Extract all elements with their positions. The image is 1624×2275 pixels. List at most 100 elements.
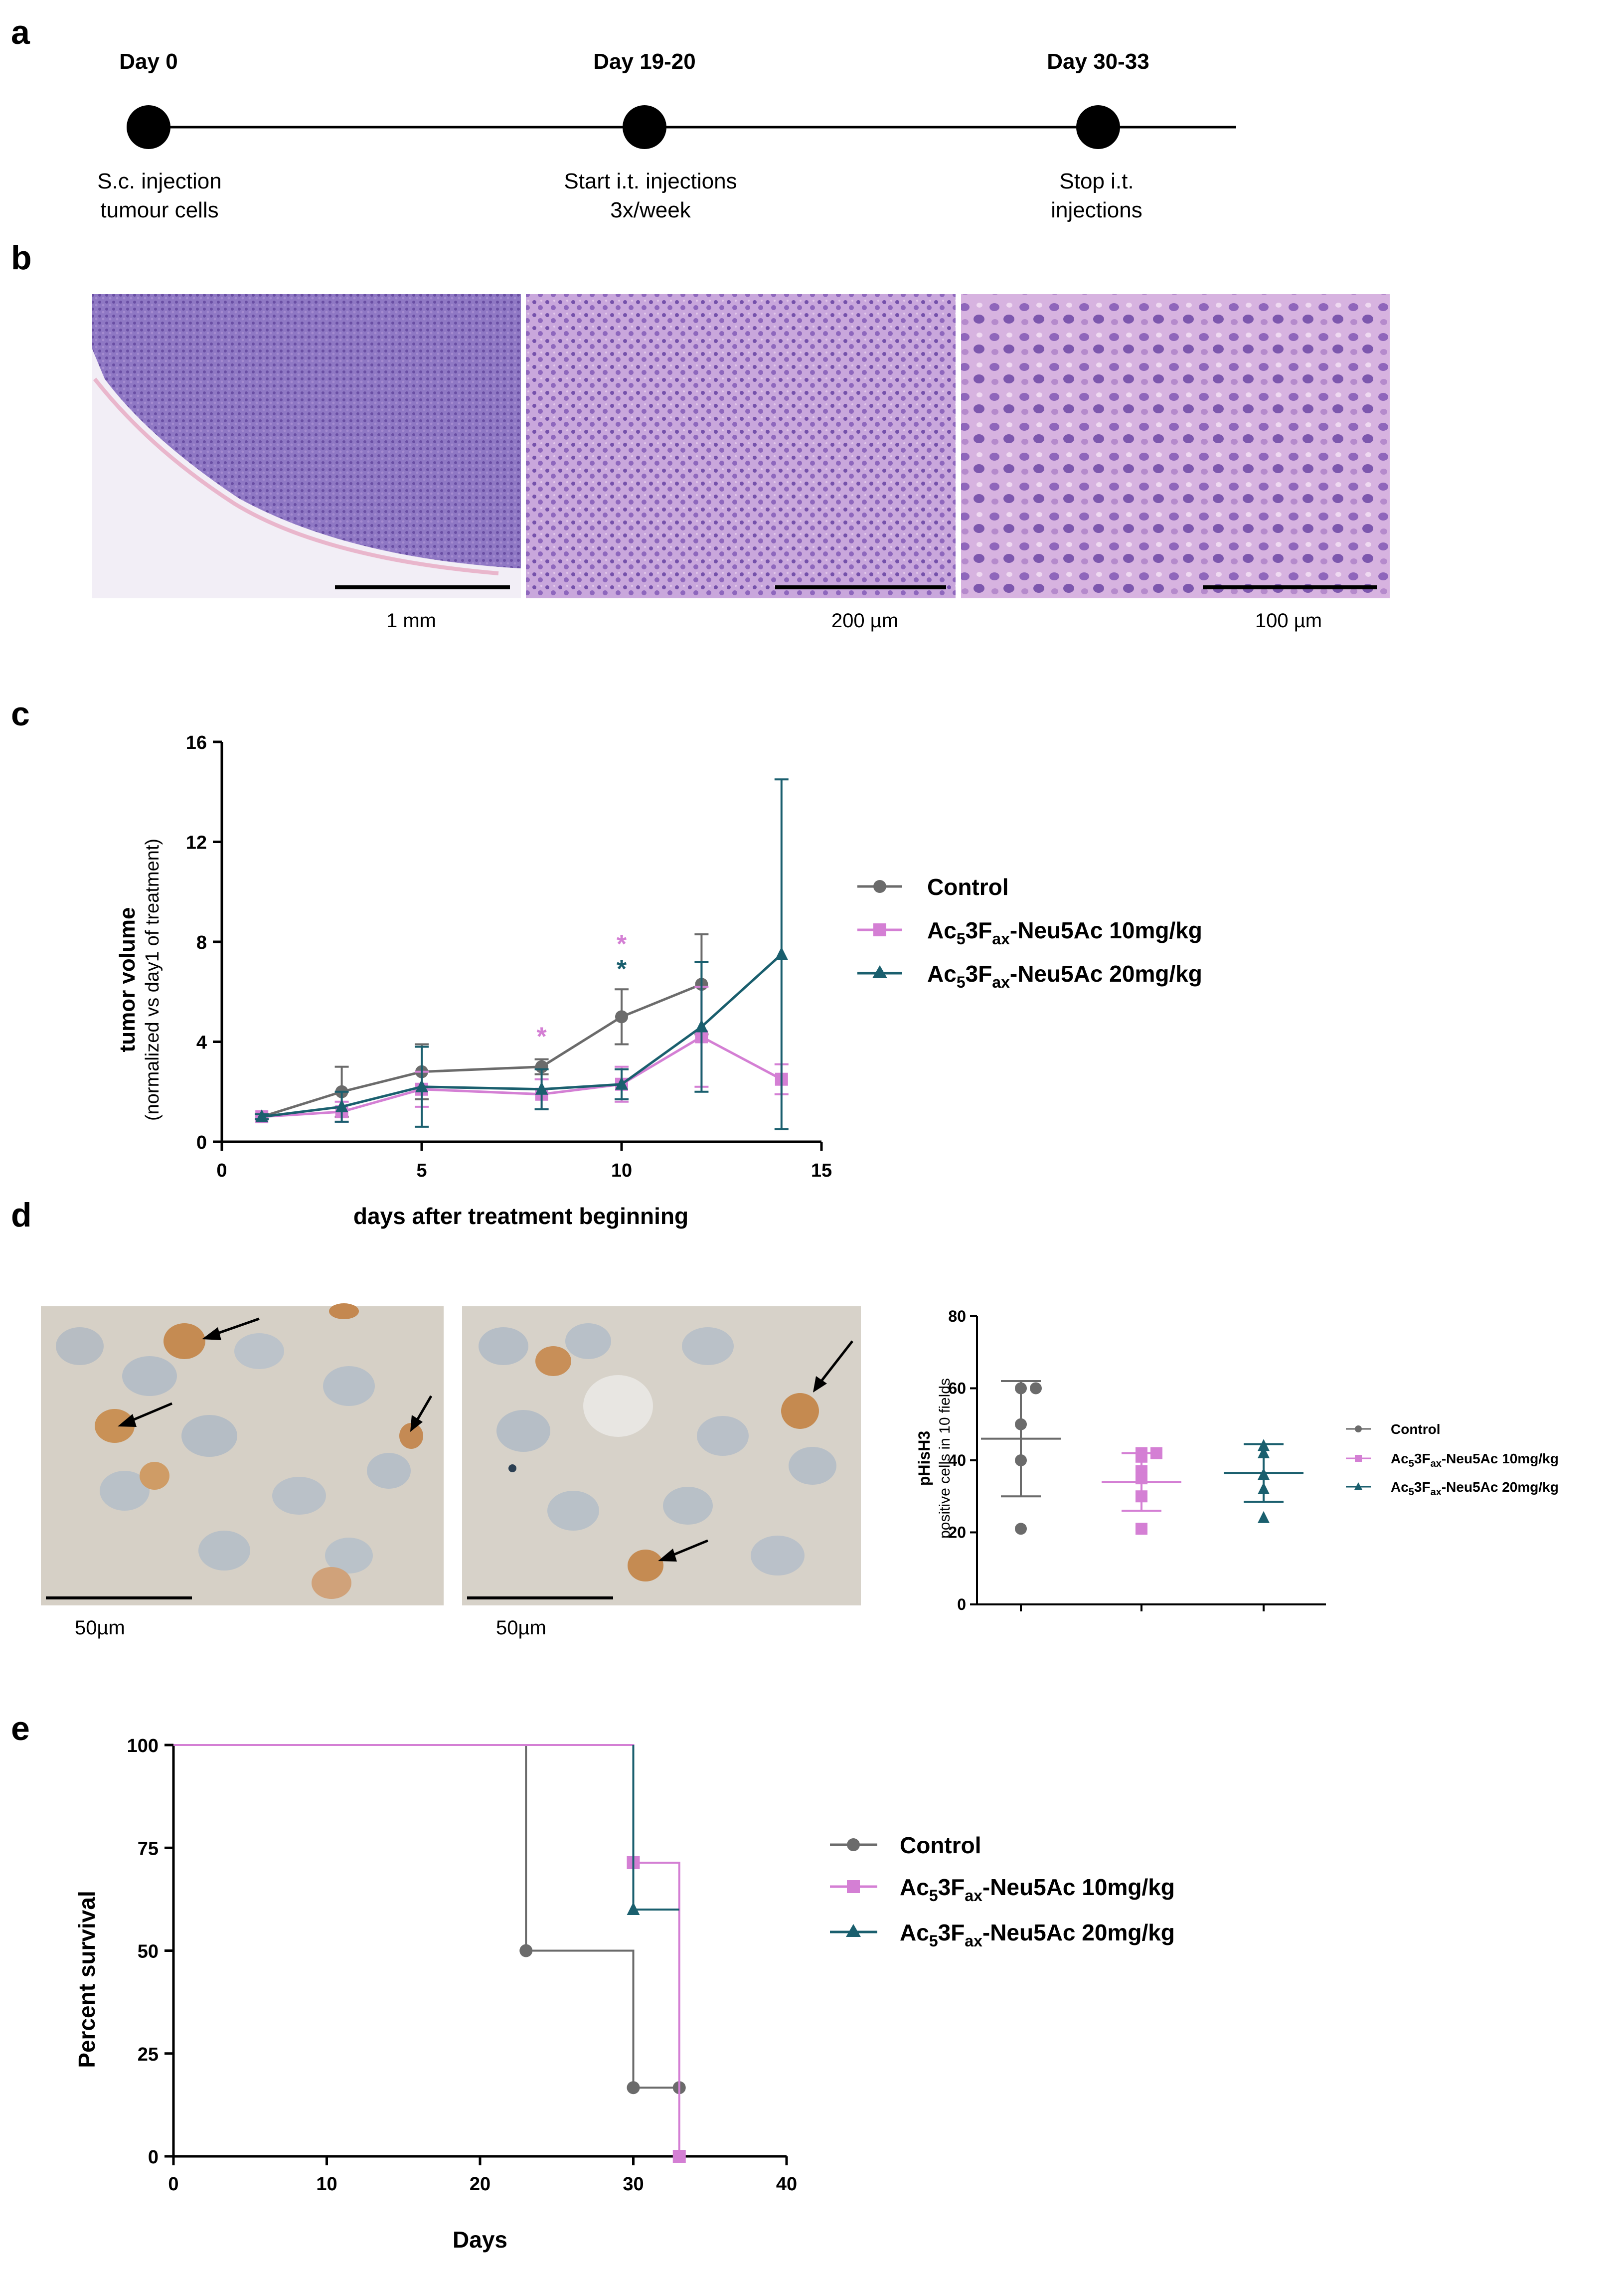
tick-label: 4 — [196, 1033, 207, 1053]
data-point — [1258, 1511, 1270, 1523]
data-point — [1136, 1490, 1147, 1503]
legend-10mg: Ac53Fax-Neu5Ac 10mg/kg — [830, 1874, 1175, 1905]
timeline-desc: 3x/week — [610, 198, 691, 222]
data-point — [1030, 1382, 1042, 1395]
data-point — [1136, 1450, 1147, 1463]
legend-label: Ac53Fax-Neu5Ac 10mg/kg — [900, 1874, 1175, 1905]
data-point — [1258, 1439, 1270, 1451]
data-point — [535, 1081, 548, 1095]
legend-label: Control — [1391, 1421, 1441, 1437]
scale-label: 50µm — [75, 1617, 125, 1639]
ihc-image-right — [462, 1306, 861, 1605]
arrow-head — [410, 1415, 423, 1432]
legend-label: Control — [900, 1832, 981, 1858]
tick-label: 8 — [196, 932, 207, 953]
data-point — [615, 1010, 628, 1024]
tick-label: 40 — [776, 2174, 797, 2195]
scale-label: 200 µm — [831, 610, 898, 632]
c-xlabel: days after treatment beginning — [353, 1203, 688, 1229]
tick-label: 10 — [316, 2174, 337, 2195]
tick-label: 30 — [623, 2174, 644, 2195]
legend-marker — [846, 1924, 861, 1937]
e-legend: Control Ac53Fax-Neu5Ac 10mg/kg Ac53Fax-N… — [830, 1832, 1175, 1950]
panel-letter-c: c — [11, 695, 30, 733]
legend-control: Control — [1346, 1421, 1441, 1437]
c-ylabel: tumor volume — [115, 907, 140, 1052]
data-point — [1150, 1447, 1162, 1459]
tick-label: 100 — [127, 1736, 159, 1756]
data-point — [1258, 1482, 1270, 1494]
significance-mark: * — [617, 930, 627, 959]
data-point — [1015, 1523, 1027, 1535]
data-point — [627, 2081, 640, 2095]
data-point — [627, 1902, 640, 1916]
e-ylabel: Percent survival — [74, 1891, 100, 2068]
c-ylabel2: (normalized vs day1 of treatment) — [142, 839, 163, 1121]
scale-label: 1 mm — [386, 610, 436, 632]
legend-control: Control — [857, 874, 1009, 900]
tick-label: 0 — [148, 2147, 159, 2168]
tick-label: 25 — [138, 2044, 159, 2065]
data-point — [615, 1076, 628, 1090]
phish3-chart: pHisH3 positive cells in 10 fields 0 20 40… — [915, 1307, 1326, 1613]
legend-control: Control — [830, 1832, 981, 1858]
data-point — [1136, 1472, 1147, 1485]
e-xlabel: Days — [453, 2227, 507, 2253]
timeline-desc: Stop i.t. — [1059, 169, 1134, 193]
ihc-image-left — [41, 1303, 444, 1605]
timeline-desc: tumour cells — [100, 198, 218, 222]
legend-label: Ac53Fax-Neu5Ac 10mg/kg — [1391, 1451, 1559, 1469]
tick-label: 75 — [138, 1838, 159, 1859]
legend-10mg: Ac53Fax-Neu5Ac 10mg/kg — [1346, 1451, 1559, 1469]
timeline: Day 0 Day 19-20 Day 30-33 S.c. injection… — [97, 49, 1236, 222]
legend-marker — [1355, 1425, 1362, 1432]
survival-curve — [173, 1744, 679, 2089]
tick-label: 10 — [611, 1160, 632, 1181]
legend-label: Ac53Fax-Neu5Ac 20mg/kg — [927, 961, 1202, 991]
legend-label: Ac53Fax-Neu5Ac 20mg/kg — [1391, 1479, 1559, 1498]
arrow-head — [202, 1327, 221, 1340]
legend-marker — [873, 880, 886, 893]
tick-label: 20 — [470, 2174, 490, 2195]
histology-image-low — [92, 294, 521, 598]
c-legend: Control Ac53Fax-Neu5Ac 10mg/kg Ac53Fax-N… — [857, 874, 1202, 991]
tick-label: 5 — [416, 1160, 427, 1181]
legend-label: Ac53Fax-Neu5Ac 20mg/kg — [900, 1920, 1175, 1950]
tumor-volume-chart: tumor volume (normalized vs day1 of trea… — [115, 732, 832, 1229]
legend-marker — [1354, 1482, 1362, 1490]
survival-chart: Percent survival Days 0 25 50 75 100 0 10 20 30 4… — [74, 1736, 797, 2253]
data-point — [695, 1019, 708, 1033]
d-legend: Control Ac53Fax-Neu5Ac 10mg/kg Ac53Fax-N… — [1346, 1421, 1559, 1498]
data-point — [775, 947, 788, 960]
histology-image-high — [961, 294, 1390, 598]
scale-label: 100 µm — [1255, 610, 1322, 632]
survival-curve — [632, 1745, 679, 1911]
tick-label: 20 — [948, 1524, 966, 1542]
data-point — [1136, 1523, 1147, 1535]
tick-label: 0 — [957, 1595, 966, 1613]
ihc-images: 50µm 50µm — [41, 1303, 861, 1639]
scale-label: 50µm — [496, 1617, 546, 1639]
timeline-day-label: Day 0 — [119, 49, 177, 74]
legend-label: Ac53Fax-Neu5Ac 10mg/kg — [927, 917, 1202, 948]
data-point — [415, 1079, 428, 1092]
data-point — [1015, 1454, 1027, 1466]
arrow-head — [658, 1549, 677, 1562]
legend-marker — [873, 923, 886, 936]
tick-label: 40 — [948, 1451, 966, 1469]
histology-image-mid — [526, 294, 956, 598]
data-point — [335, 1099, 348, 1112]
timeline-desc: S.c. injection — [97, 169, 221, 193]
timeline-day-label: Day 30-33 — [1047, 49, 1149, 74]
timeline-dot — [1076, 105, 1120, 149]
timeline-dot — [127, 105, 170, 149]
panel-letter-a: a — [11, 13, 30, 51]
data-point — [519, 1944, 533, 1957]
tick-label: 80 — [948, 1307, 966, 1325]
significance-mark: * — [536, 1022, 547, 1051]
legend-marker — [872, 965, 887, 978]
legend-label: Control — [927, 874, 1009, 900]
data-point — [1258, 1468, 1270, 1480]
series-line — [261, 983, 702, 1118]
